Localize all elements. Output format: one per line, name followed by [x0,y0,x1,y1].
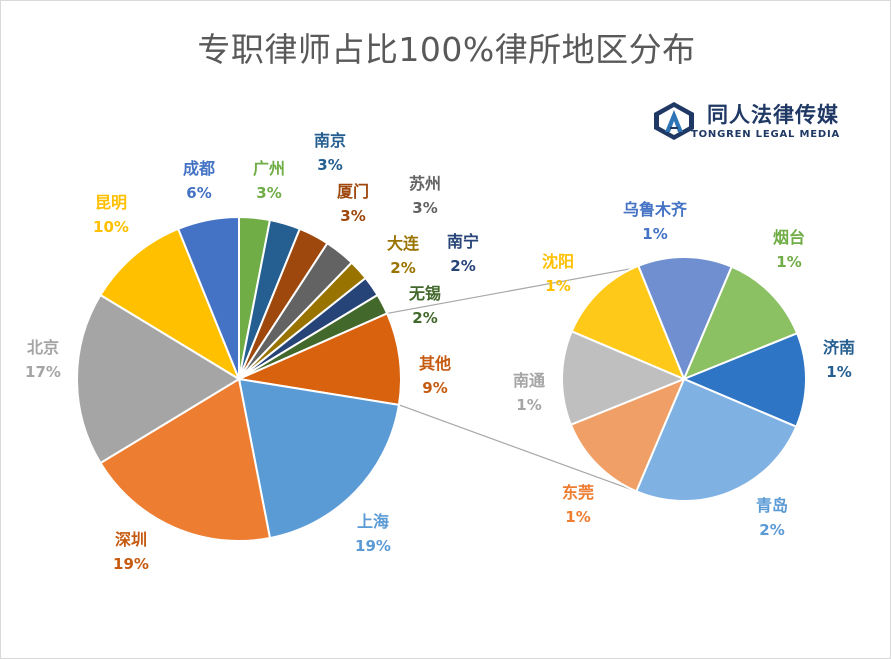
main-label-name-4: 大连 [387,234,420,253]
main-label-pct-10: 17% [25,363,61,381]
main-label-pct-4: 2% [390,259,415,277]
sub-slice-5 [561,330,687,427]
connector-lines [387,267,639,493]
logo-name-cn: 同人法律传媒 [707,103,839,127]
main-label-name-1: 南京 [314,131,346,150]
sub-slice-3 [635,377,798,502]
sub-label-pct-1: 1% [776,253,801,271]
sub-slice-0 [636,256,733,382]
connector-line-top [387,267,633,315]
main-label-name-12: 成都 [183,159,215,178]
sub-label-pct-3: 2% [759,521,784,539]
main-label-pct-7: 9% [422,379,447,397]
sub-slice-2 [681,331,807,428]
secondary-pie [561,256,807,502]
main-slice-12 [176,215,240,380]
main-label-pct-8: 19% [355,537,391,555]
main-slice-11 [99,227,242,382]
main-label-pct-12: 6% [186,184,211,202]
sub-label-name-3: 青岛 [756,496,788,515]
sub-label-name-4: 东莞 [562,483,594,502]
main-label-pct-9: 19% [113,555,149,573]
main-label-pct-11: 10% [93,218,129,236]
tongren-logo-icon [654,102,694,140]
sub-label-pct-4: 1% [565,508,590,526]
main-label-pct-5: 2% [450,257,475,275]
sub-label-name-5: 南通 [513,371,545,390]
main-slice-8 [237,377,401,540]
sub-slice-4 [569,377,686,493]
main-label-name-3: 苏州 [409,174,441,193]
sub-label-pct-6: 1% [545,277,570,295]
main-slice-7 [235,312,402,407]
main-slice-9 [99,377,272,542]
sub-label-name-6: 沈阳 [542,252,574,271]
chart-title: 专职律师占比100%律所地区分布 [197,30,696,69]
main-label-pct-0: 3% [256,184,281,202]
main-label-name-6: 无锡 [408,284,441,303]
sub-label-pct-5: 1% [516,396,541,414]
main-pie [76,215,402,542]
main-label-name-0: 广州 [253,159,285,178]
sub-label-pct-0: 1% [642,225,667,243]
sub-label-name-0: 乌鲁木齐 [623,200,688,219]
sub-slice-6 [570,264,686,381]
connector-line-bottom [398,404,639,493]
main-label-pct-1: 3% [317,156,342,174]
brand-logo: 同人法律传媒 TONGREN LEGAL MEDIA [651,97,851,143]
logo-name-en: TONGREN LEGAL MEDIA [691,129,841,140]
main-label-name-5: 南宁 [447,232,479,251]
main-label-name-7: 其他 [419,354,451,373]
main-label-name-9: 深圳 [115,530,147,549]
sub-label-name-1: 烟台 [773,228,805,247]
sub-slice-1 [682,265,799,381]
sub-label-pct-2: 1% [826,363,851,381]
main-label-name-11: 昆明 [95,193,127,212]
sub-label-name-2: 济南 [823,338,855,357]
main-label-pct-2: 3% [340,207,365,225]
main-label-pct-3: 3% [412,199,437,217]
main-label-name-10: 北京 [27,338,59,357]
main-label-name-8: 上海 [357,512,389,531]
main-label-name-2: 厦门 [337,182,369,201]
main-slice-10 [76,293,241,465]
main-label-pct-6: 2% [412,309,437,327]
data-labels: 广州 3% 南京 3% 厦门 3% 苏州 3% 大连 2% 南宁 2% 无锡 2% 其他 9% 上海 19% 深圳 1… [25,131,855,573]
